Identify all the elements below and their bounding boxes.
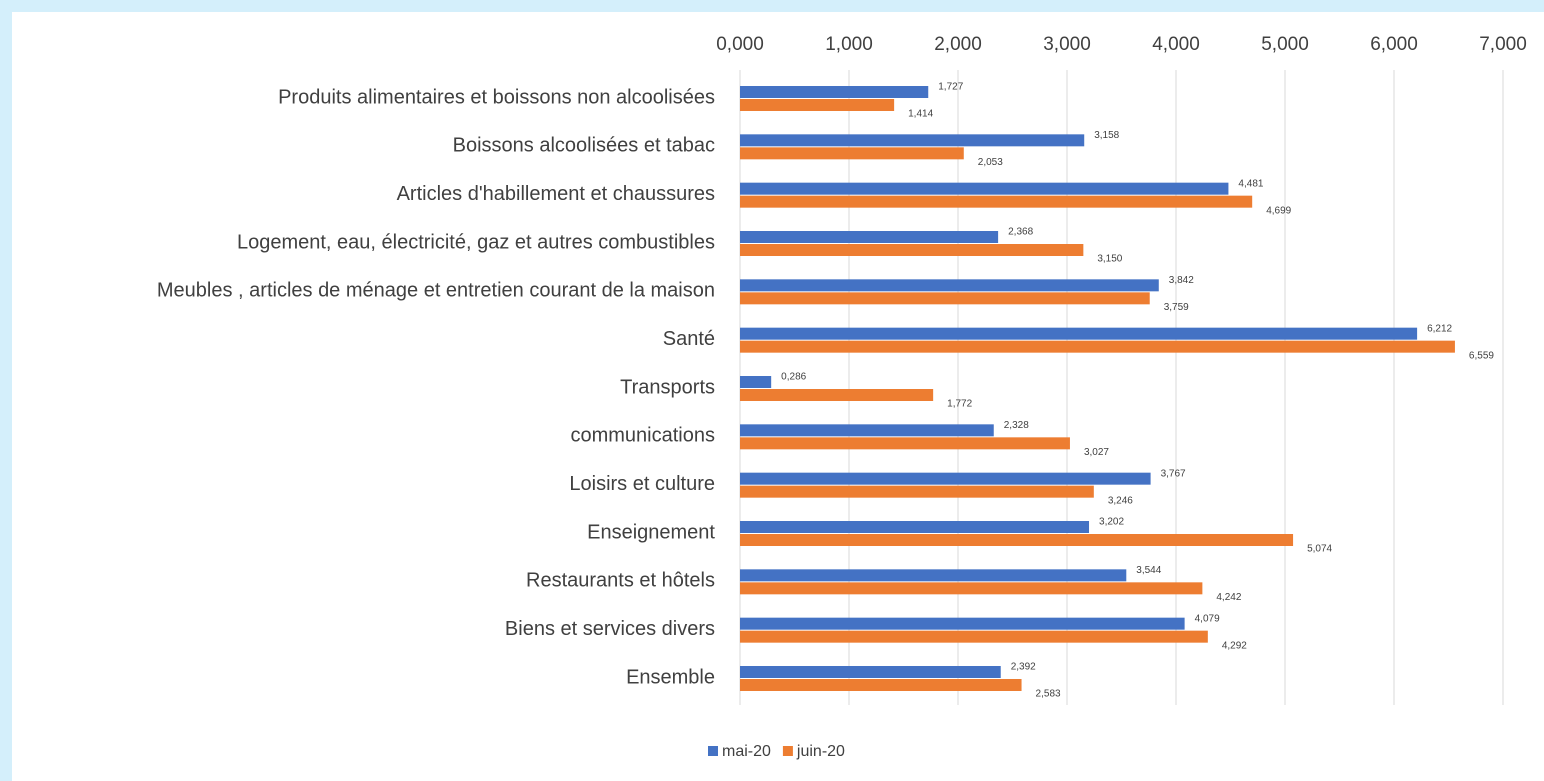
x-tick-label: 2,000 <box>934 34 982 55</box>
bar <box>740 292 1150 305</box>
y-tick-label: Meubles , articles de ménage et entretie… <box>157 280 715 302</box>
bar <box>740 521 1090 533</box>
x-tick-label: 3,000 <box>1043 34 1091 55</box>
data-label: 3,544 <box>1136 565 1161 576</box>
legend-swatch <box>782 746 793 756</box>
bar <box>740 534 1294 546</box>
x-tick-label: 1,000 <box>825 34 873 55</box>
bar <box>740 437 1070 450</box>
data-label: 3,158 <box>1094 130 1119 141</box>
bar <box>740 340 1455 353</box>
bar <box>740 376 772 388</box>
bar <box>740 244 1084 256</box>
data-label: 1,772 <box>947 399 972 410</box>
data-label: 6,212 <box>1427 323 1452 334</box>
data-label: 4,079 <box>1195 613 1220 624</box>
y-tick-label: Santé <box>663 328 715 350</box>
bar <box>740 630 1208 643</box>
y-tick-label: Biens et services divers <box>505 618 715 640</box>
data-label: 2,328 <box>1004 420 1029 431</box>
legend-label: juin-20 <box>796 743 845 760</box>
y-tick-label: Restaurants et hôtels <box>526 570 715 592</box>
bar <box>740 279 1159 292</box>
data-label: 3,027 <box>1084 447 1109 458</box>
data-label: 5,074 <box>1307 544 1332 555</box>
y-tick-label: communications <box>570 425 715 447</box>
bar <box>740 472 1151 485</box>
data-label: 3,150 <box>1097 254 1122 265</box>
x-tick-label: 4,000 <box>1152 34 1200 55</box>
bar <box>740 147 964 160</box>
data-label: 1,727 <box>938 82 963 93</box>
bar <box>740 424 994 437</box>
data-label: 2,368 <box>1008 227 1033 238</box>
bar <box>740 327 1418 340</box>
bar <box>740 569 1127 582</box>
y-tick-label: Produits alimentaires et boissons non al… <box>278 86 715 108</box>
bar <box>740 389 934 401</box>
bar <box>740 86 929 98</box>
data-label: 0,286 <box>781 372 806 383</box>
bar <box>740 134 1085 147</box>
data-label: 6,559 <box>1469 350 1494 361</box>
x-tick-label: 6,000 <box>1370 34 1418 55</box>
bar <box>740 485 1094 498</box>
y-tick-label: Ensemble <box>626 666 715 688</box>
x-tick-label: 0,000 <box>716 34 764 55</box>
bar <box>740 617 1185 630</box>
legend-label: mai-20 <box>722 743 771 760</box>
bar <box>740 231 999 243</box>
bar <box>740 582 1203 595</box>
data-label: 3,759 <box>1164 302 1189 313</box>
y-tick-label: Transports <box>620 376 715 398</box>
y-tick-label: Logement, eau, électricité, gaz et autre… <box>237 231 715 253</box>
data-label: 2,053 <box>978 157 1003 168</box>
data-label: 3,202 <box>1099 517 1124 528</box>
bar <box>740 679 1022 691</box>
y-tick-label: Loisirs et culture <box>569 473 715 495</box>
bar <box>740 182 1229 195</box>
bar <box>740 195 1253 208</box>
data-label: 4,242 <box>1216 592 1241 603</box>
data-label: 4,481 <box>1238 178 1263 189</box>
x-tick-label: 7,000 <box>1479 34 1527 55</box>
data-label: 4,292 <box>1222 640 1247 651</box>
data-label: 2,583 <box>1036 689 1061 700</box>
legend-swatch <box>708 746 718 756</box>
data-label: 3,246 <box>1108 495 1133 506</box>
y-tick-label: Boissons alcoolisées et tabac <box>453 135 715 157</box>
data-label: 2,392 <box>1011 662 1036 673</box>
data-label: 3,767 <box>1161 468 1186 479</box>
x-tick-label: 5,000 <box>1261 34 1309 55</box>
data-label: 1,414 <box>908 109 933 120</box>
y-tick-label: Articles d'habillement et chaussures <box>397 183 715 205</box>
bar <box>740 99 895 111</box>
data-label: 4,699 <box>1266 205 1291 216</box>
bar <box>740 666 1001 678</box>
data-label: 3,842 <box>1169 275 1194 286</box>
y-tick-label: Enseignement <box>587 521 715 543</box>
